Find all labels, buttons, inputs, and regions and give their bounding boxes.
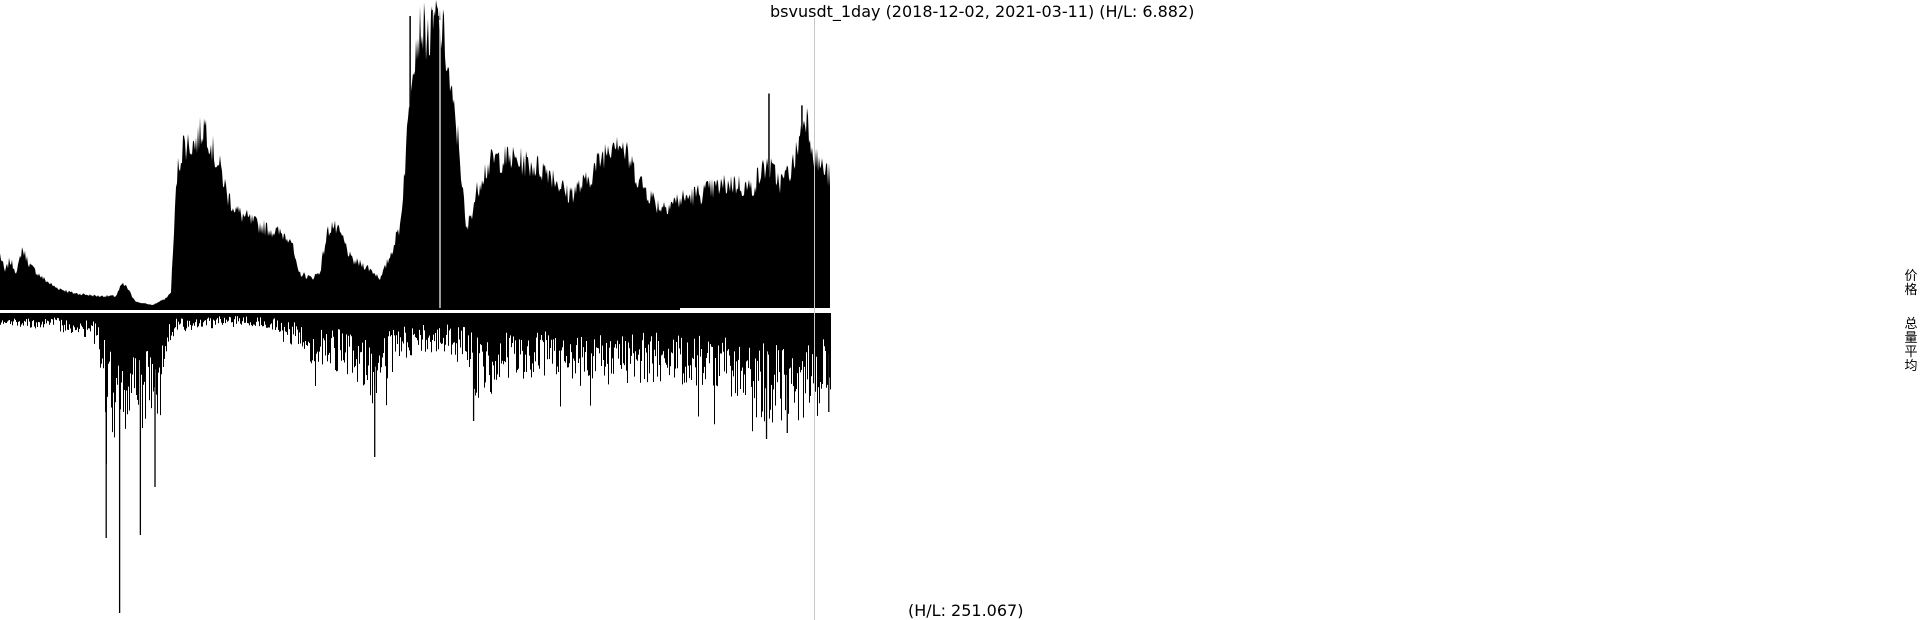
legend-price: 价格 [1904, 269, 1917, 298]
volume-bars [0, 313, 831, 613]
legend-volume: 总量平均 [1904, 317, 1917, 374]
panel-divider [0, 308, 680, 310]
chart-title: bsvusdt_1day (2018-12-02, 2021-03-11) (H… [770, 2, 1194, 22]
price-bars [0, 0, 830, 308]
price-area [0, 0, 830, 308]
panel-gap [0, 310, 680, 313]
volume-hl-label: (H/L: 251.067) [908, 601, 1023, 620]
